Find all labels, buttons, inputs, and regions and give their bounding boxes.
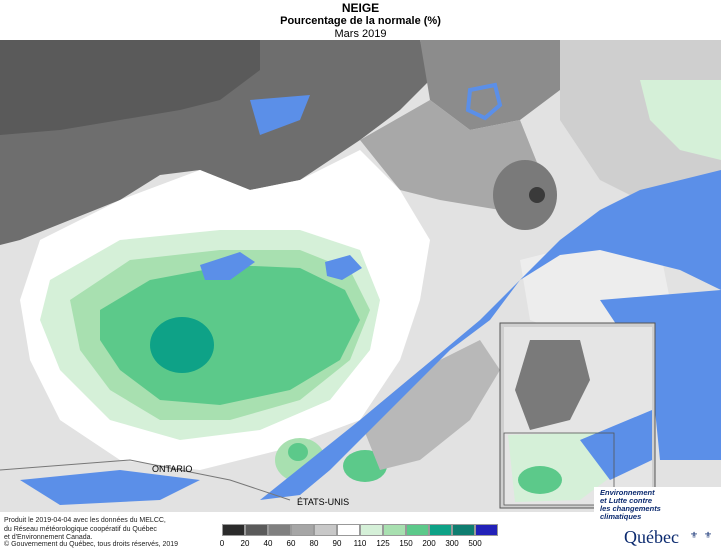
legend-swatch	[314, 524, 337, 536]
legend-swatch	[337, 524, 360, 536]
legend-label: 500	[468, 539, 482, 548]
ministry-name-line-3: les changements	[600, 504, 661, 513]
lake-3	[250, 95, 310, 135]
legend-swatch	[475, 524, 498, 536]
lake-ontario-area	[20, 470, 200, 505]
above-normal-200	[150, 317, 214, 373]
lake-manicouagan	[465, 82, 503, 121]
ministry-name-line-2: et Lutte contre	[600, 496, 653, 505]
copyright: © Gouvernement du Québec, tous droits ré…	[4, 541, 179, 548]
deficit-zone-far-north	[0, 40, 260, 135]
legend-swatch	[268, 524, 291, 536]
legend-swatch	[222, 524, 245, 536]
south-patch-1-core	[288, 443, 308, 461]
credits-line-2: du Réseau météorologique coopératif du Q…	[4, 525, 157, 533]
legend-label: 90	[332, 539, 342, 548]
legend-swatch	[406, 524, 429, 536]
fleur-de-lis-icon: ⚜	[690, 530, 699, 540]
legend-swatch	[452, 524, 475, 536]
legend-label: 110	[353, 539, 367, 548]
inset-water	[580, 410, 652, 480]
map-title: NEIGE	[341, 1, 380, 15]
ministry-name-line-1: Environnement	[600, 488, 655, 497]
deficit-zone-east	[493, 160, 557, 230]
ministry-name: Environnement et Lutte contre les change…	[600, 489, 661, 521]
map-subtitle: Pourcentage de la normale (%)	[280, 15, 441, 27]
inset-green-core	[518, 466, 562, 494]
legend-label: 300	[445, 539, 459, 548]
map-period: Mars 2019	[334, 28, 387, 40]
ministry-name-line-4: climatiques	[600, 512, 642, 521]
legend-label: 0	[219, 539, 225, 548]
deficit-zone-central	[360, 100, 540, 210]
above-normal-150	[100, 265, 360, 405]
legend-label: 125	[376, 539, 390, 548]
legend-swatch	[245, 524, 268, 536]
border-ontario	[0, 459, 291, 501]
map-title-block: NEIGE Pourcentage de la normale (%) Mars…	[0, 0, 721, 41]
legend-label: 200	[422, 539, 436, 548]
legend-label: 60	[286, 539, 296, 548]
legend-swatch	[291, 524, 314, 536]
inset-north-grey	[515, 340, 590, 430]
legend-swatch	[360, 524, 383, 536]
legend-swatch	[383, 524, 406, 536]
label-usa: ÉTATS-UNIS	[297, 497, 350, 507]
lake-1	[200, 252, 255, 280]
northeast-green	[640, 80, 721, 160]
fleur-de-lis-icon: ⚜	[704, 530, 713, 540]
legend-label: 80	[309, 539, 319, 548]
snow-percentage-map	[0, 40, 721, 512]
lake-2	[325, 255, 362, 280]
deficit-zone-south	[360, 340, 500, 470]
ministry-logo: Environnement et Lutte contre les change…	[594, 487, 721, 549]
deficit-zone-east-core	[529, 187, 545, 203]
credits-line-3: et d'Environnement Canada.	[4, 534, 93, 541]
credits: Produit le 2019-04-04 avec les données d…	[4, 517, 166, 543]
quebec-wordmark: Québec	[624, 527, 679, 547]
legend-label: 150	[399, 539, 413, 548]
legend-label: 40	[263, 539, 273, 548]
inset-zoom-box	[503, 432, 615, 506]
credits-line-1: Produit le 2019-04-04 avec les données d…	[4, 517, 166, 524]
legend-swatch	[429, 524, 452, 536]
label-ontario: ONTARIO	[152, 464, 193, 474]
legend-label: 20	[240, 539, 250, 548]
st-lawrence-gulf	[260, 170, 721, 500]
